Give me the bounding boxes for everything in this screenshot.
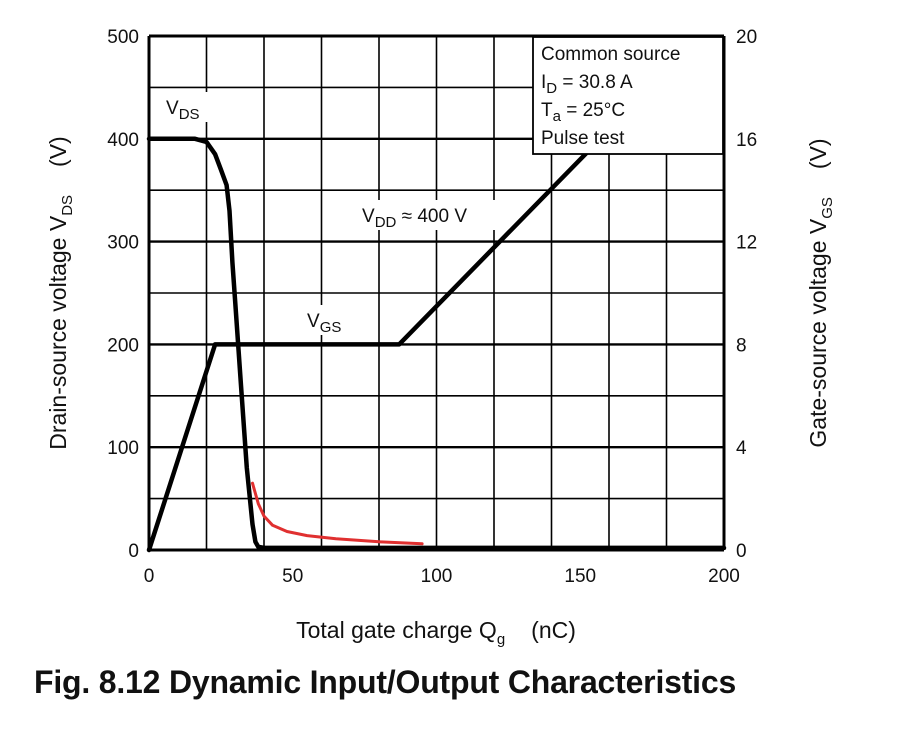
x-tick-label: 200 [708, 566, 740, 587]
vds-curve [146, 136, 727, 551]
legend-frame [532, 36, 724, 155]
vds-annotation-text: VDS [166, 98, 200, 123]
vgs-curve [146, 136, 603, 553]
left-y-tick-label: 0 [128, 541, 139, 562]
left-y-tick-label: 400 [107, 130, 139, 151]
series-layer [146, 136, 727, 553]
right-y-tick-label: 16 [736, 130, 757, 151]
vdd-annotation-text: VDD ≈ 400 V [362, 206, 467, 231]
x-tick-labels: 0 50 100 150 200 [144, 566, 740, 587]
x-tick-label: 100 [421, 566, 453, 587]
right-y-axis-title: Gate-source voltage VGS(V) [805, 138, 836, 447]
left-y-tick-label: 100 [107, 438, 139, 459]
vgs-annotation-text: VGS [307, 311, 341, 336]
x-tick-label: 150 [564, 566, 596, 587]
vdd-annotation-bg [356, 200, 496, 230]
vds-annotation: VDS [160, 92, 218, 123]
vgs-annotation-bg [300, 305, 358, 335]
x-tick-label: 0 [144, 566, 155, 587]
legend-box: Common source ID = 30.8 A Ta = 25°C Puls… [532, 36, 724, 155]
left-y-tick-label: 500 [107, 27, 139, 48]
left-y-axis-title: Drain-source voltage VDS(V) [45, 136, 76, 449]
right-y-tick-label: 20 [736, 27, 757, 48]
right-y-tick-label: 8 [736, 335, 747, 356]
right-y-tick-labels: 0 4 8 12 16 20 [736, 27, 757, 562]
right-y-tick-label: 4 [736, 438, 747, 459]
right-y-tick-label: 0 [736, 541, 747, 562]
left-y-tick-label: 200 [107, 335, 139, 356]
vgs-annotation: VGS [300, 305, 358, 336]
x-tick-label: 50 [282, 566, 303, 587]
right-y-tick-label: 12 [736, 233, 757, 254]
left-y-tick-label: 300 [107, 233, 139, 254]
left-y-tick-labels: 0 100 200 300 400 500 [107, 27, 139, 562]
vdd-annotation: VDD ≈ 400 V [356, 200, 496, 231]
legend-line-2: ID = 30.8 A [541, 72, 633, 97]
figure-caption: Fig. 8.12 Dynamic Input/Output Character… [34, 664, 737, 700]
legend-line-1: Common source [541, 44, 680, 65]
legend-line-4: Pulse test [541, 128, 625, 149]
x-axis-title: Total gate charge Qg (nC) [296, 617, 576, 648]
red-trace-curve [251, 481, 424, 546]
vds-annotation-bg [160, 92, 218, 122]
legend-line-3: Ta = 25°C [541, 100, 625, 125]
